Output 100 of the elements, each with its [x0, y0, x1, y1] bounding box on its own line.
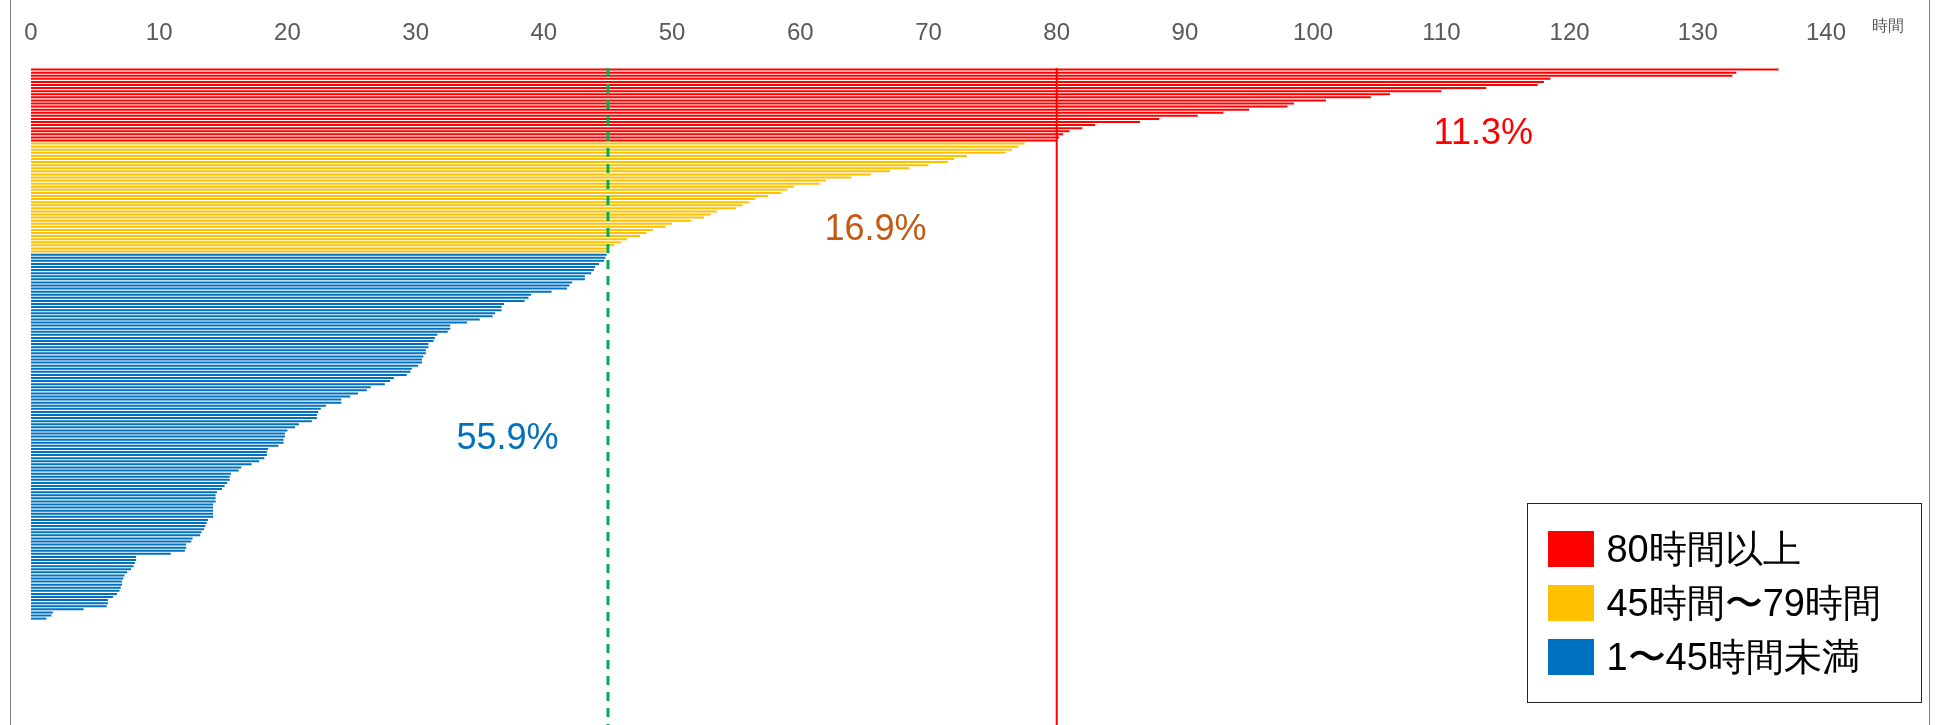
bar: [31, 256, 606, 259]
bar: [31, 426, 296, 429]
bar: [31, 586, 121, 589]
x-axis-title: 時間: [1872, 16, 1904, 36]
x-tick-label: 30: [402, 18, 429, 45]
x-tick-label: 140: [1805, 18, 1847, 45]
bar: [31, 454, 267, 457]
bar: [31, 349, 426, 352]
x-tick-label: 50: [658, 18, 686, 45]
bar: [31, 503, 214, 506]
bar: [31, 380, 390, 383]
bar: [31, 309, 502, 312]
bar: [31, 389, 367, 392]
bar: [31, 562, 135, 565]
bar: [31, 475, 230, 478]
bar: [31, 361, 423, 364]
x-tick-label: 10: [145, 18, 173, 45]
bar: [31, 306, 502, 309]
bar: [31, 441, 284, 444]
x-tick-label: 0: [24, 18, 38, 45]
bar: [31, 358, 423, 361]
bar: [31, 484, 225, 487]
bar: [31, 497, 216, 500]
bar: [31, 546, 187, 549]
bar: [31, 284, 570, 287]
bar: [31, 602, 108, 605]
annotation: 55.9%: [456, 416, 559, 458]
bar: [31, 336, 435, 339]
bar: [31, 592, 117, 595]
bar: [31, 460, 260, 463]
x-tick-label: 100: [1293, 18, 1334, 45]
bar: [31, 401, 342, 404]
bar: [31, 373, 407, 376]
bar: [31, 299, 525, 302]
bar: [31, 269, 594, 272]
bar: [31, 506, 214, 509]
bar: [31, 265, 596, 268]
bar: [31, 515, 214, 518]
bar: [31, 494, 216, 497]
bar: [31, 287, 567, 290]
bar: [31, 500, 216, 503]
bar: [31, 355, 424, 358]
bar: [31, 327, 451, 330]
x-tick-label: 60: [786, 18, 814, 45]
legend-label: 80時間以上: [1606, 527, 1801, 572]
bar: [31, 410, 319, 413]
x-tick-label: 120: [1549, 18, 1590, 45]
bar: [31, 364, 419, 367]
legend-label: 1〜45時間未満: [1606, 635, 1860, 680]
bar: [31, 213, 711, 216]
bar: [31, 451, 267, 454]
bar: [31, 417, 317, 420]
bar: [31, 534, 201, 537]
bar: [31, 521, 207, 524]
bar: [31, 596, 114, 599]
bar: [31, 512, 214, 515]
bar: [31, 370, 411, 373]
bar: [31, 558, 137, 561]
x-tick-label: 90: [1171, 18, 1199, 45]
x-tick-label: 40: [530, 18, 558, 45]
bar: [31, 352, 426, 355]
bar: [31, 176, 852, 179]
bar: [31, 142, 1025, 145]
bar: [31, 438, 284, 441]
bar: [31, 457, 265, 460]
bar: [31, 478, 230, 481]
annotation: 16.9%: [824, 206, 927, 248]
bar: [31, 259, 605, 262]
x-tick-label: 130: [1677, 18, 1718, 45]
bar: [31, 531, 202, 534]
bar: [31, 272, 592, 275]
bar: [31, 577, 124, 580]
bar: [31, 583, 123, 586]
bar: [31, 568, 132, 571]
x-tick-label: 110: [1422, 18, 1461, 45]
bar: [31, 315, 493, 318]
annotation: 11.3%: [1433, 111, 1533, 153]
bar: [31, 605, 107, 608]
bar: [31, 296, 529, 299]
bar: [31, 488, 223, 491]
bar: [31, 614, 52, 617]
bar: [31, 330, 448, 333]
bar: [31, 346, 429, 349]
bar: [31, 414, 317, 417]
x-tick-label: 70: [915, 18, 942, 45]
bar: [31, 278, 585, 281]
bar: [31, 571, 128, 574]
bar: [31, 324, 451, 327]
bar: [31, 528, 205, 531]
bar: [31, 565, 134, 568]
bar: [31, 580, 123, 583]
bar: [31, 543, 187, 546]
bar: [31, 339, 434, 342]
bar: [31, 509, 214, 512]
bar: [31, 589, 120, 592]
bar: [31, 549, 185, 552]
x-tick-label: 20: [274, 18, 301, 45]
bar: [31, 432, 285, 435]
bar: [31, 481, 228, 484]
bar: [31, 574, 125, 577]
